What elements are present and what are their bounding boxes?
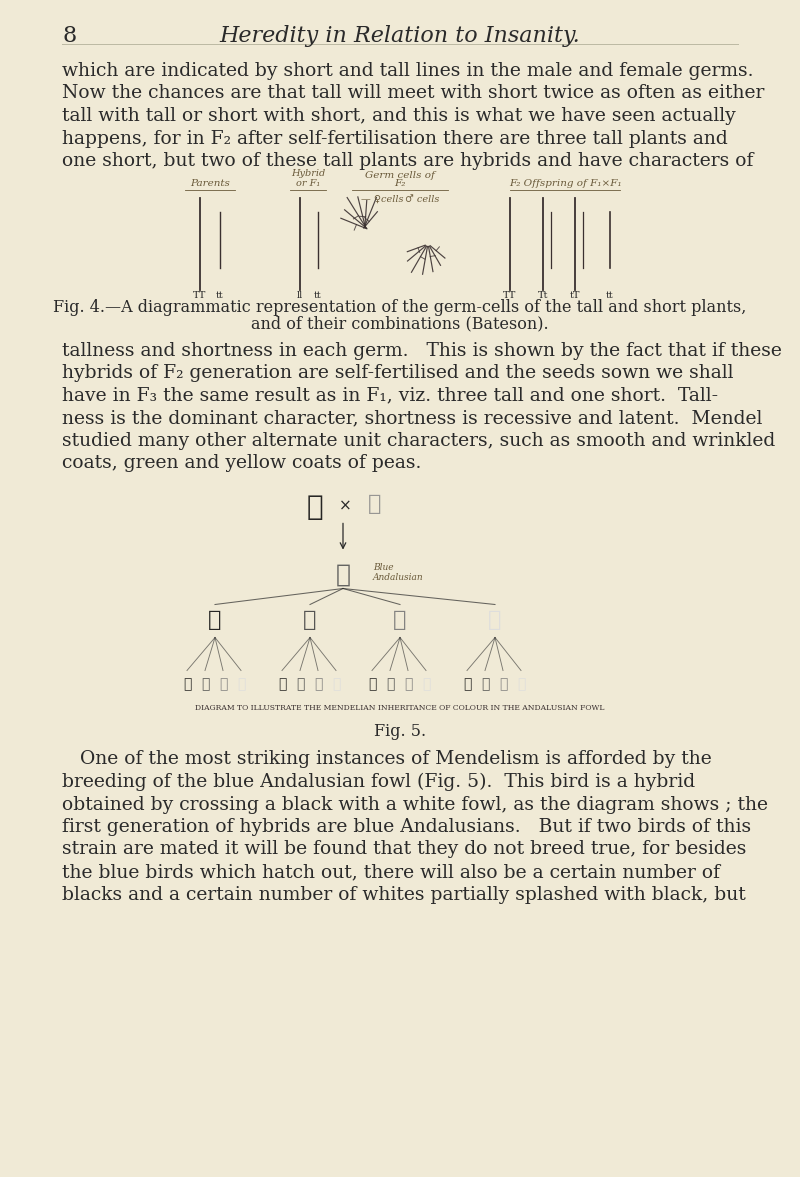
Text: Tt: Tt [538, 292, 548, 300]
Text: tt: tt [314, 292, 322, 300]
Text: 🐓: 🐓 [499, 678, 507, 692]
Text: and of their combinations (Bateson).: and of their combinations (Bateson). [251, 315, 549, 332]
Text: — ♀cells: — ♀cells [361, 194, 403, 204]
Text: Fig. 4.—A diagrammatic representation of the germ-cells of the tall and short pl: Fig. 4.—A diagrammatic representation of… [54, 299, 746, 317]
Text: studied many other alternate unit characters, such as smooth and wrinkled: studied many other alternate unit charac… [62, 432, 775, 450]
Text: Parents: Parents [190, 179, 230, 187]
Text: ♂ cells: ♂ cells [405, 194, 439, 204]
Text: have in F₃ the same result as in F₁, viz. three tall and one short.  Tall-: have in F₃ the same result as in F₁, viz… [62, 386, 718, 405]
Text: strain are mated it will be found that they do not breed true, for besides: strain are mated it will be found that t… [62, 840, 746, 858]
Text: 🐓: 🐓 [517, 678, 525, 692]
Text: blacks and a certain number of whites partially splashed with black, but: blacks and a certain number of whites pa… [62, 885, 746, 904]
Text: the blue birds which hatch out, there will also be a certain number of: the blue birds which hatch out, there wi… [62, 863, 720, 882]
Text: TT: TT [503, 292, 517, 300]
Text: breeding of the blue Andalusian fowl (Fig. 5).  This bird is a hybrid: breeding of the blue Andalusian fowl (Fi… [62, 773, 695, 791]
Text: F₂: F₂ [394, 179, 406, 187]
Text: 🐓: 🐓 [332, 678, 340, 692]
Text: ness is the dominant character, shortness is recessive and latent.  Mendel: ness is the dominant character, shortnes… [62, 408, 762, 427]
Text: Fig. 5.: Fig. 5. [374, 723, 426, 739]
Text: 🐓: 🐓 [404, 678, 412, 692]
Text: 8: 8 [62, 25, 76, 47]
Text: 🐓: 🐓 [208, 610, 222, 630]
Text: 🐓: 🐓 [368, 494, 382, 514]
Text: 🐓: 🐓 [394, 610, 406, 630]
Text: tt: tt [606, 292, 614, 300]
Text: 🐓: 🐓 [463, 678, 471, 692]
Text: Blue
Andalusian: Blue Andalusian [373, 563, 424, 583]
Text: 🐓: 🐓 [335, 563, 350, 586]
Text: 🐓: 🐓 [481, 678, 489, 692]
Text: F₂ Offspring of F₁×F₁: F₂ Offspring of F₁×F₁ [509, 179, 622, 187]
Text: 🐓: 🐓 [303, 610, 317, 630]
Text: happens, for in F₂ after self-fertilisation there are three tall plants and: happens, for in F₂ after self-fertilisat… [62, 129, 728, 147]
Text: 🐓: 🐓 [314, 678, 322, 692]
Text: obtained by crossing a black with a white fowl, as the diagram shows ; the: obtained by crossing a black with a whit… [62, 796, 768, 813]
Text: Heredity in Relation to Insanity.: Heredity in Relation to Insanity. [220, 25, 580, 47]
Text: 🐓: 🐓 [278, 678, 286, 692]
Text: 🐓: 🐓 [219, 678, 227, 692]
Text: 🐓: 🐓 [306, 492, 323, 520]
Text: DIAGRAM TO ILLUSTRATE THE MENDELIAN INHERITANCE OF COLOUR IN THE ANDALUSIAN FOWL: DIAGRAM TO ILLUSTRATE THE MENDELIAN INHE… [195, 705, 605, 712]
Text: tT: tT [570, 292, 580, 300]
Text: coats, green and yellow coats of peas.: coats, green and yellow coats of peas. [62, 454, 422, 472]
Text: One of the most striking instances of Mendelism is afforded by the: One of the most striking instances of Me… [62, 751, 712, 769]
Text: 🐓: 🐓 [368, 678, 376, 692]
Text: ll: ll [297, 292, 303, 300]
Text: one short, but two of these tall plants are hybrids and have characters of: one short, but two of these tall plants … [62, 152, 754, 169]
Text: tall with tall or short with short, and this is what we have seen actually: tall with tall or short with short, and … [62, 107, 736, 125]
Text: 🐓: 🐓 [422, 678, 430, 692]
Text: TT: TT [194, 292, 206, 300]
Text: Hybrid
or F₁: Hybrid or F₁ [291, 168, 325, 187]
Text: 🐓: 🐓 [201, 678, 209, 692]
Text: ×: × [338, 498, 351, 513]
Text: 🐓: 🐓 [296, 678, 304, 692]
Text: 🐓: 🐓 [386, 678, 394, 692]
Text: hybrids of F₂ generation are self-fertilised and the seeds sown we shall: hybrids of F₂ generation are self-fertil… [62, 364, 734, 383]
Text: 🐓: 🐓 [237, 678, 245, 692]
Text: tallness and shortness in each germ.   This is shown by the fact that if these: tallness and shortness in each germ. Thi… [62, 341, 782, 359]
Text: Now the chances are that tall will meet with short twice as often as either: Now the chances are that tall will meet … [62, 85, 764, 102]
Text: which are indicated by short and tall lines in the male and female germs.: which are indicated by short and tall li… [62, 62, 754, 80]
Text: tt: tt [216, 292, 224, 300]
Text: 🐓: 🐓 [488, 610, 502, 630]
Text: Germ cells of: Germ cells of [365, 171, 435, 180]
Text: 🐓: 🐓 [183, 678, 191, 692]
Text: first generation of hybrids are blue Andalusians.   But if two birds of this: first generation of hybrids are blue And… [62, 818, 751, 836]
